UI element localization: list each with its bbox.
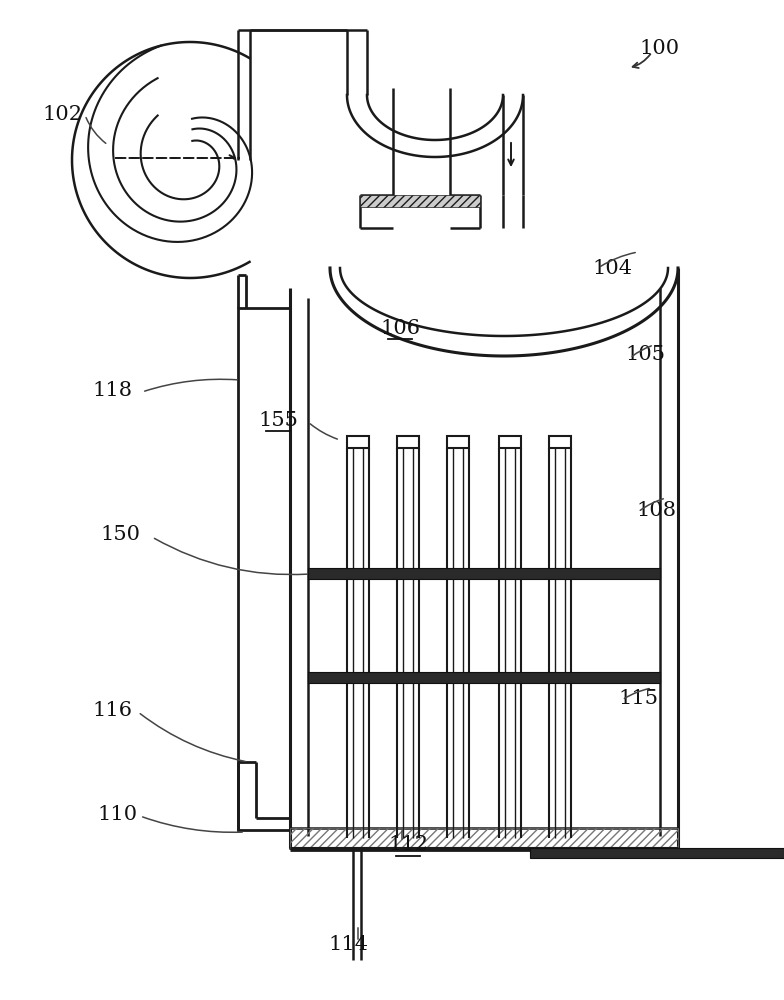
Text: 116: 116: [92, 700, 132, 720]
Text: 114: 114: [328, 936, 368, 954]
Text: 112: 112: [388, 836, 428, 854]
Text: 108: 108: [636, 500, 676, 520]
Text: 115: 115: [618, 688, 658, 708]
Text: 155: 155: [258, 410, 298, 430]
Bar: [308, 672, 660, 683]
Bar: [549, 436, 571, 448]
Bar: [290, 828, 678, 848]
Text: 150: 150: [100, 526, 140, 544]
Bar: [360, 195, 480, 207]
Text: 100: 100: [640, 38, 680, 57]
Text: 106: 106: [380, 318, 420, 338]
Bar: [238, 308, 290, 830]
Bar: [530, 848, 784, 858]
Bar: [290, 828, 678, 848]
Text: 102: 102: [42, 105, 82, 124]
Bar: [347, 436, 369, 448]
Bar: [397, 436, 419, 448]
Bar: [499, 436, 521, 448]
Text: 105: 105: [625, 346, 665, 364]
Bar: [308, 568, 660, 579]
Text: 104: 104: [592, 258, 632, 277]
Bar: [447, 436, 469, 448]
Text: 110: 110: [98, 806, 138, 824]
Text: 118: 118: [92, 380, 132, 399]
